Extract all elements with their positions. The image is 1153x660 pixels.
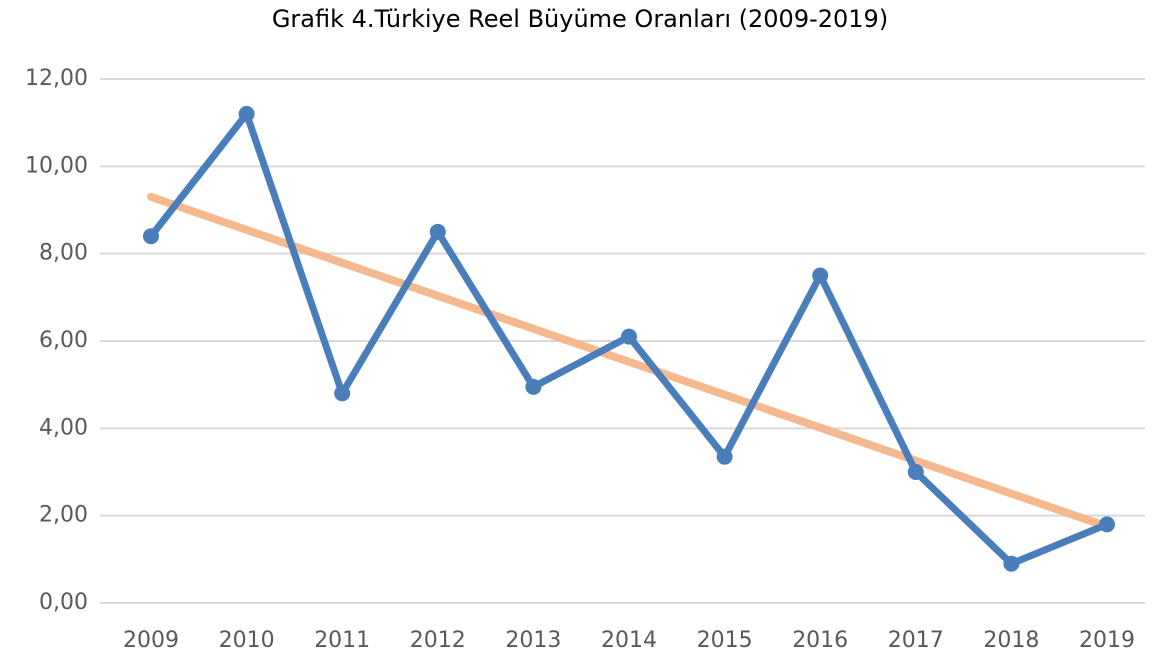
- point: [143, 228, 159, 245]
- point: [525, 378, 542, 395]
- point: [907, 464, 924, 480]
- x-tick-label: 2015: [697, 628, 753, 653]
- point: [1003, 555, 1020, 572]
- x-tick-label: 2016: [792, 628, 848, 653]
- point: [334, 385, 351, 402]
- x-tick-label: 2019: [1079, 628, 1135, 653]
- x-tick-label: 2011: [314, 628, 370, 653]
- point: [621, 328, 637, 345]
- y-tick-label: 12,00: [25, 66, 88, 91]
- y-tick-label: 2,00: [39, 503, 88, 528]
- point: [429, 223, 446, 240]
- point: [1099, 516, 1115, 533]
- y-tick-label: 8,00: [39, 241, 88, 266]
- point: [716, 448, 733, 465]
- x-tick-label: 2017: [888, 628, 944, 653]
- x-tick-label: 2013: [505, 628, 561, 653]
- x-tick-label: 2014: [601, 628, 657, 653]
- y-tick-label: 0,00: [39, 590, 88, 615]
- y-tick-label: 6,00: [39, 328, 88, 353]
- x-tick-label: 2018: [983, 628, 1039, 653]
- x-tick-label: 2009: [123, 628, 179, 653]
- point: [238, 105, 255, 122]
- chart-title: Grafik 4.Türkiye Reel Büyüme Oranları (2…: [272, 5, 888, 33]
- y-tick-label: 4,00: [39, 415, 88, 440]
- point: [812, 267, 829, 284]
- y-tick-label: 10,00: [25, 153, 88, 178]
- x-tick-label: 2010: [219, 628, 275, 653]
- x-tick-label: 2012: [410, 628, 466, 653]
- trend-line: [147, 192, 1111, 531]
